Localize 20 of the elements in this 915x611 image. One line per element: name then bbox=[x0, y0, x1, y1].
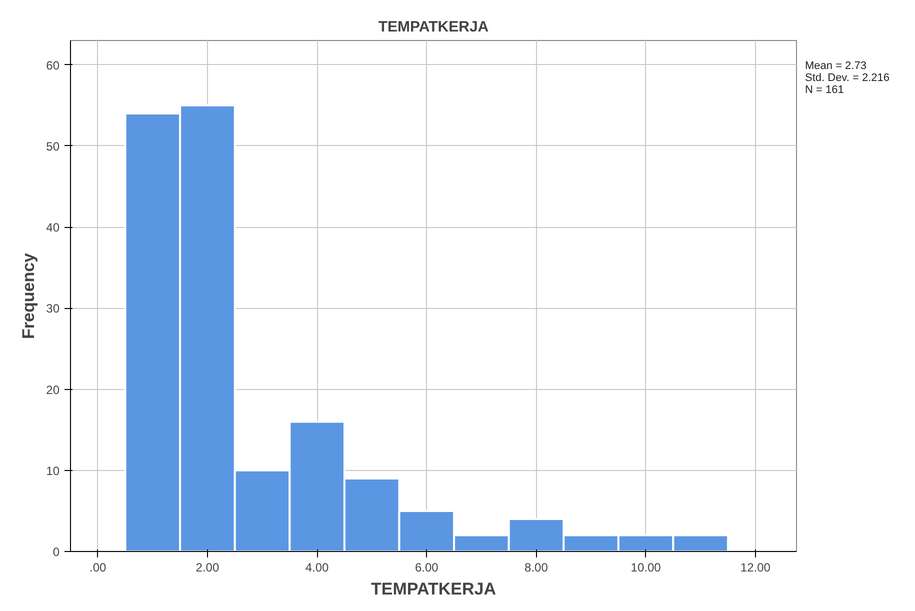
y-tick-label: 50 bbox=[46, 139, 60, 154]
text: Std. Dev. = 2.216 bbox=[805, 72, 890, 84]
y-tick-label: 60 bbox=[46, 58, 60, 72]
y-tick-label: 20 bbox=[46, 382, 60, 397]
text: N = 161 bbox=[805, 84, 845, 96]
x-tick-label: 2.00 bbox=[196, 560, 220, 574]
y-tick-label: 10 bbox=[46, 464, 60, 478]
x-tick-label: 10.00 bbox=[630, 560, 662, 574]
y-axis-title: Frequency bbox=[19, 252, 38, 339]
x-tick-label: 8.00 bbox=[524, 560, 548, 574]
y-tick-label: 30 bbox=[46, 302, 60, 316]
text: Mean = 2.73 bbox=[805, 60, 868, 72]
x-tick-label: 6.00 bbox=[414, 560, 439, 574]
x-tick-label: 12.00 bbox=[740, 560, 771, 574]
x-axis-title: TEMPATKERJA bbox=[371, 580, 496, 598]
x-tick-label: .00 bbox=[90, 560, 107, 574]
y-tick-label: 40 bbox=[46, 220, 60, 235]
x-tick-label: 4.00 bbox=[305, 560, 330, 574]
y-tick-label: 0 bbox=[52, 545, 60, 559]
chart-title: TEMPATKERJA bbox=[378, 18, 489, 36]
